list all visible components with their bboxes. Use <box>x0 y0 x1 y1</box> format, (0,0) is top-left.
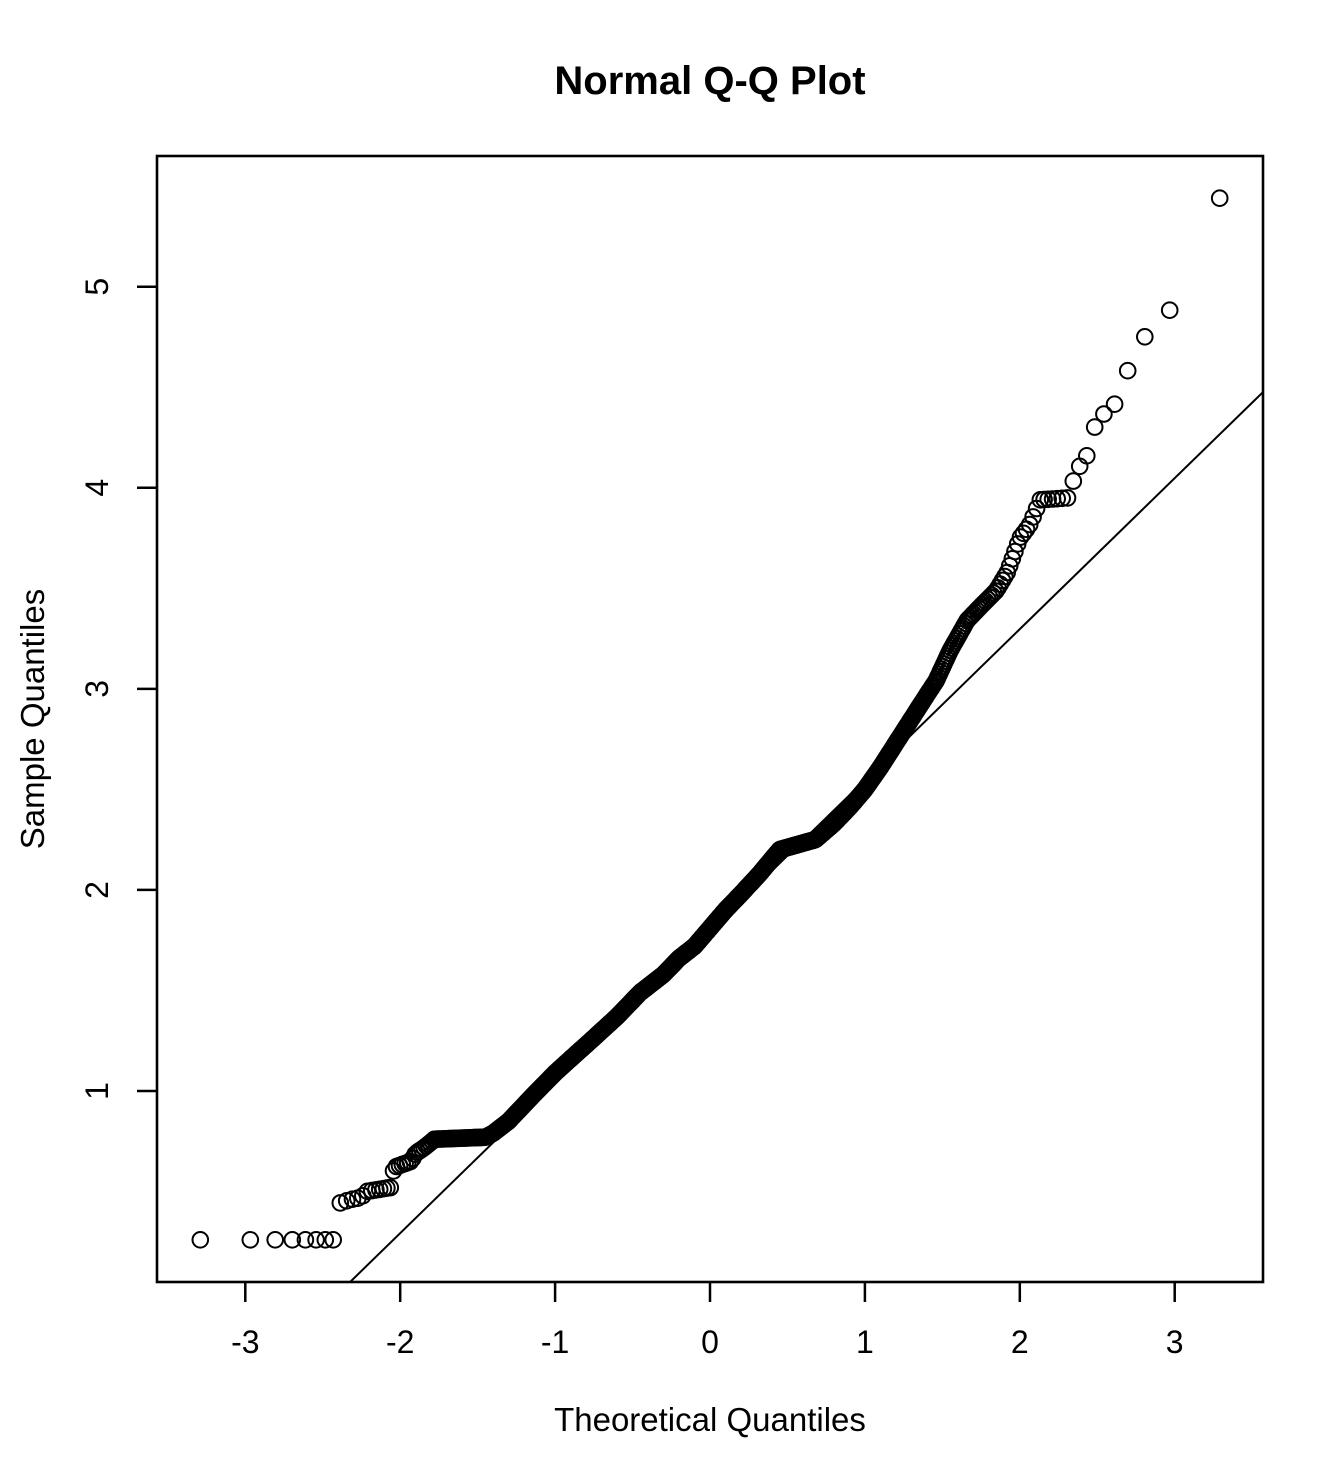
plot-box <box>155 154 1265 1284</box>
data-point <box>241 1231 260 1249</box>
data-point <box>1014 524 1033 543</box>
y-tick-label: 5 <box>79 278 115 296</box>
y-axis-ticks: 1 2 3 4 5 <box>79 278 157 1100</box>
x-axis-label: Theoretical Quantiles <box>554 1401 866 1438</box>
data-point <box>1024 508 1042 526</box>
scatter-points <box>191 189 1229 1249</box>
data-point <box>191 1231 210 1249</box>
x-tick-label: 1 <box>856 1324 874 1360</box>
data-point <box>381 1178 400 1197</box>
data-point <box>1064 472 1083 490</box>
data-point <box>307 1231 325 1249</box>
y-tick-label: 1 <box>79 1082 115 1100</box>
data-point <box>1085 418 1104 436</box>
data-point <box>1105 395 1124 414</box>
x-tick-label: -2 <box>386 1324 414 1360</box>
x-tick-label: 2 <box>1011 1324 1029 1360</box>
data-point <box>1003 550 1022 568</box>
reference-line <box>348 391 1263 1282</box>
data-point <box>316 1231 335 1249</box>
y-axis-label: Sample Quantiles <box>14 589 51 849</box>
data-point <box>283 1231 302 1249</box>
x-axis-ticks: -3 -2 -1 0 1 2 3 <box>231 1282 1184 1360</box>
plot-title: Normal Q-Q Plot <box>554 59 865 103</box>
data-point <box>1210 189 1229 207</box>
y-tick-label: 3 <box>79 680 115 698</box>
data-point <box>1118 361 1137 380</box>
data-point <box>996 567 1014 586</box>
x-tick-label: -1 <box>541 1324 569 1360</box>
data-point <box>1095 405 1113 423</box>
data-point <box>1053 489 1071 508</box>
data-point <box>1058 489 1077 507</box>
y-tick-label: 2 <box>79 881 115 899</box>
data-point <box>984 584 1003 603</box>
data-point <box>1136 328 1154 346</box>
data-point <box>296 1231 315 1249</box>
x-tick-label: 0 <box>701 1324 719 1360</box>
data-point <box>324 1231 343 1249</box>
y-tick-label: 4 <box>79 479 115 497</box>
data-point <box>266 1231 285 1249</box>
data-point <box>1048 489 1066 508</box>
data-point <box>1160 301 1179 320</box>
data-point <box>1078 447 1096 465</box>
x-tick-label: 3 <box>1166 1324 1184 1360</box>
x-tick-label: -3 <box>231 1324 259 1360</box>
